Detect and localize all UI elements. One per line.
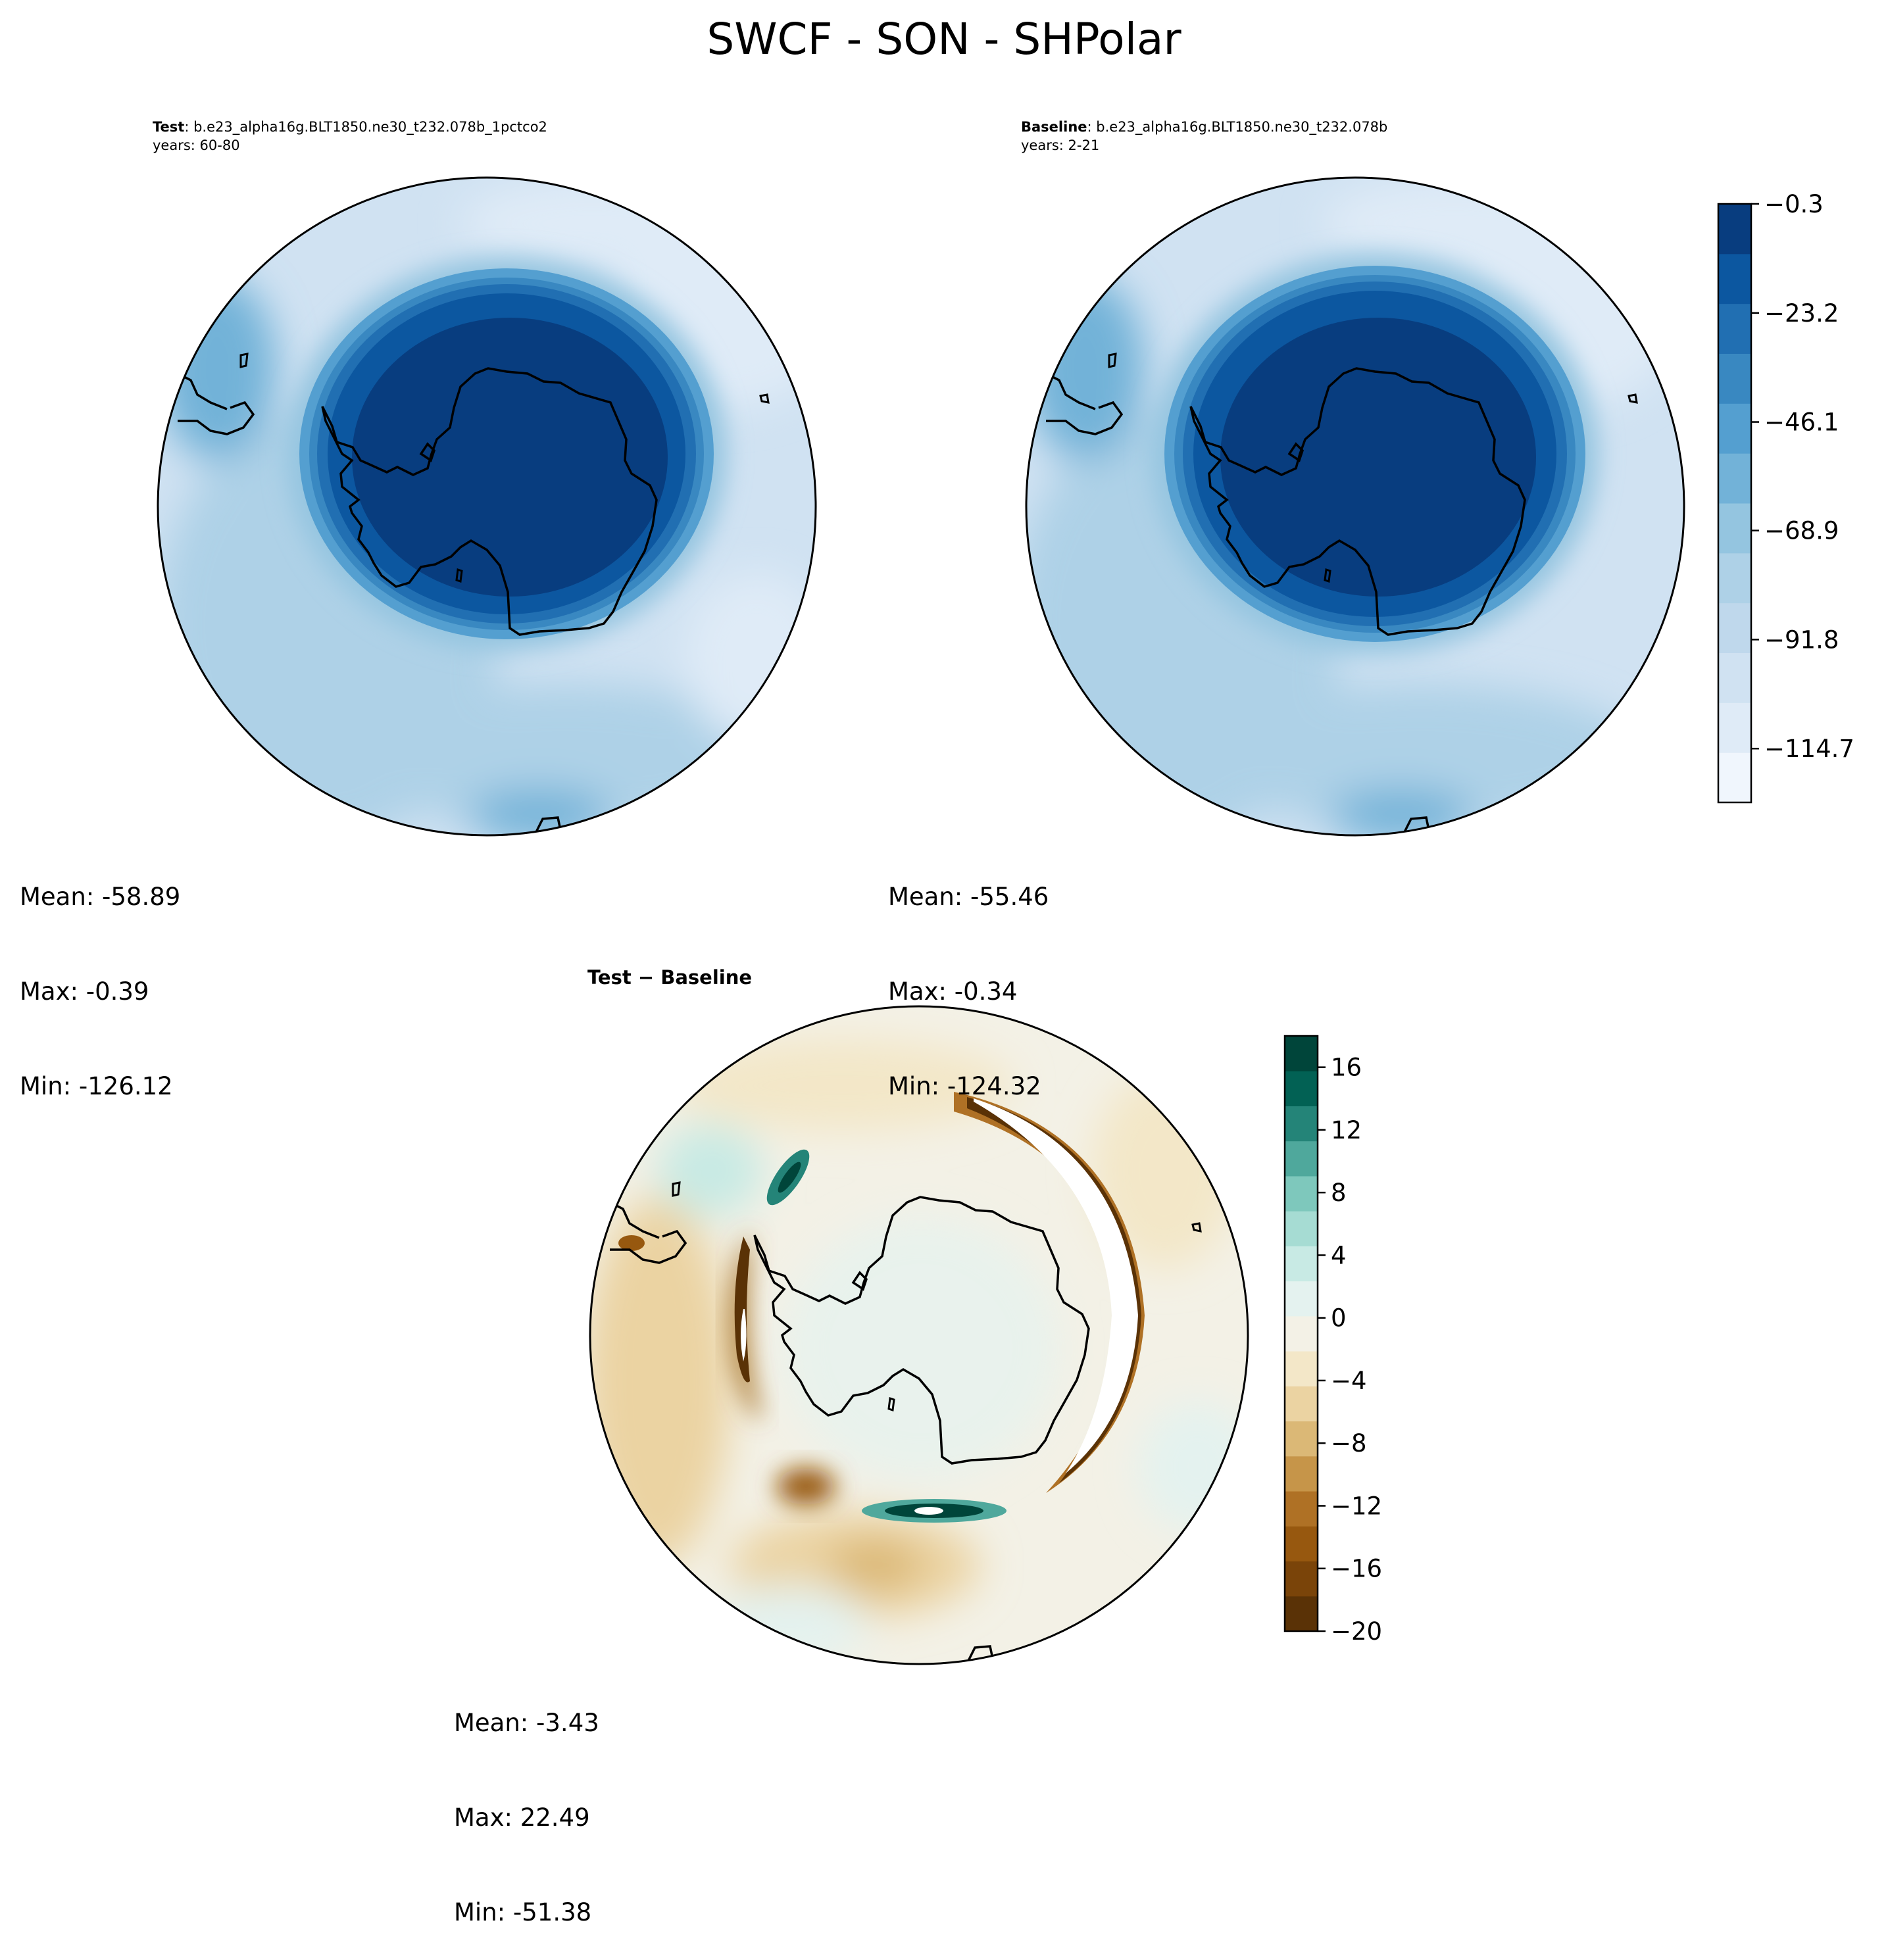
- main-colorbar-tick-label: −0.3: [1764, 190, 1824, 218]
- diff-colorbar-tick-label: 8: [1331, 1179, 1347, 1207]
- main-colorbar-swatch: [1718, 702, 1751, 753]
- test-min: Min: -126.12: [20, 1072, 173, 1100]
- diff-colorbar-swatch: [1285, 1175, 1318, 1212]
- baseline-min: Min: -124.32: [888, 1072, 1041, 1100]
- diff-colorbar-tick-label: 0: [1331, 1304, 1347, 1333]
- baseline-years: years: 2-21: [1021, 137, 1099, 153]
- diff-colorbar-tick-label: 16: [1331, 1054, 1362, 1082]
- test-panel-header: Test: b.e23_alpha16g.BLT1850.ne30_t232.0…: [153, 119, 547, 135]
- diff-colorbar-swatch: [1285, 1036, 1318, 1071]
- diff-colorbar-swatch: [1285, 1351, 1318, 1386]
- diff-colorbar-swatch: [1285, 1071, 1318, 1106]
- diff-colorbar-swatch: [1285, 1456, 1318, 1492]
- main-colorbar-swatch: [1718, 602, 1751, 653]
- diff-colorbar: 16 12 8 4 0 −4 −8 −12 −16 −20: [1283, 1035, 1382, 1646]
- diff-colorbar-tick-label: −12: [1331, 1492, 1382, 1520]
- main-colorbar-tick-label: −114.7: [1764, 735, 1854, 763]
- baseline-label-bold: Baseline: [1021, 119, 1087, 135]
- diff-colorbar-swatch: [1285, 1596, 1318, 1632]
- diff-panel-header: Test − Baseline: [587, 966, 752, 989]
- diff-colorbar-swatch: [1285, 1421, 1318, 1457]
- diff-colorbar-swatch: [1285, 1106, 1318, 1142]
- main-colorbar-swatch: [1718, 652, 1751, 703]
- test-map: [158, 178, 816, 835]
- diff-colorbar-swatch: [1285, 1246, 1318, 1282]
- main-colorbar-swatch: [1718, 204, 1751, 255]
- diff-min: Min: -51.38: [454, 1898, 592, 1926]
- test-panel: Test: b.e23_alpha16g.BLT1850.ne30_t232.0…: [153, 119, 817, 837]
- main-colorbar-swatch: [1718, 353, 1751, 404]
- test-label-case: : b.e23_alpha16g.BLT1850.ne30_t232.078b_…: [184, 119, 547, 135]
- diff-colorbar-tick-label: 4: [1331, 1241, 1347, 1269]
- diff-colorbar-frame: [1283, 1035, 1319, 1632]
- baseline-panel-header: Baseline: b.e23_alpha16g.BLT1850.ne30_t2…: [1021, 119, 1387, 135]
- figure: SWCF - SON - SHPolar Test: b.e23_alpha16…: [153, 14, 1854, 1665]
- baseline-mean: Mean: -55.46: [888, 883, 1049, 911]
- baseline-panel: Baseline: b.e23_alpha16g.BLT1850.ne30_t2…: [1021, 119, 1685, 837]
- test-years: years: 60-80: [153, 137, 240, 153]
- baseline-map: [1026, 178, 1684, 835]
- diff-map: [590, 1006, 1248, 1664]
- diff-colorbar-swatch: [1285, 1491, 1318, 1527]
- baseline-stats: Mean: -55.46 Max: -0.34 Min: -124.32: [888, 818, 1049, 1134]
- diff-colorbar-tick-label: −20: [1331, 1617, 1382, 1646]
- main-colorbar: −0.3 −23.2 −46.1 −68.9 −91.8 −114.7: [1717, 190, 1854, 804]
- main-colorbar-tick-label: −46.1: [1764, 408, 1839, 437]
- test-stats: Mean: -58.89 Max: -0.39 Min: -126.12: [20, 818, 180, 1134]
- main-colorbar-tick-label: −68.9: [1764, 517, 1839, 545]
- main-colorbar-frame: [1717, 203, 1752, 804]
- main-colorbar-swatch: [1718, 552, 1751, 604]
- main-colorbar-swatch: [1718, 752, 1751, 803]
- diff-colorbar-swatch: [1285, 1526, 1318, 1562]
- diff-colorbar-tick-label: −16: [1331, 1555, 1382, 1583]
- diff-stats: Mean: -3.43 Max: 22.49 Min: -51.38: [454, 1644, 599, 1960]
- baseline-max: Max: -0.34: [888, 977, 1018, 1006]
- main-colorbar-tick-label: −23.2: [1764, 299, 1839, 328]
- diff-colorbar-swatch: [1285, 1140, 1318, 1177]
- test-max: Max: -0.39: [20, 977, 149, 1006]
- diff-panel: Test − Baseline: [587, 966, 1249, 1665]
- main-colorbar-tick-label: −91.8: [1764, 625, 1839, 654]
- diff-colorbar-tick-label: 12: [1331, 1116, 1362, 1144]
- diff-colorbar-tick-label: −8: [1331, 1429, 1367, 1458]
- diff-mean: Mean: -3.43: [454, 1709, 599, 1737]
- diff-colorbar-swatch: [1285, 1281, 1318, 1317]
- main-colorbar-swatch: [1718, 403, 1751, 454]
- diff-colorbar-tick-label: −4: [1331, 1367, 1367, 1395]
- diff-colorbar-swatch: [1285, 1386, 1318, 1422]
- diff-colorbar-swatch: [1285, 1211, 1318, 1246]
- main-colorbar-swatch: [1718, 253, 1751, 305]
- baseline-label-case: : b.e23_alpha16g.BLT1850.ne30_t232.078b: [1087, 119, 1388, 135]
- diff-max: Max: 22.49: [454, 1803, 590, 1832]
- test-label-bold: Test: [153, 119, 184, 135]
- test-mean: Mean: -58.89: [20, 883, 181, 911]
- diff-colorbar-swatch: [1285, 1315, 1318, 1352]
- main-colorbar-swatch: [1718, 503, 1751, 554]
- diff-colorbar-swatch: [1285, 1561, 1318, 1597]
- main-colorbar-swatch: [1718, 303, 1751, 354]
- figure-title: SWCF - SON - SHPolar: [707, 14, 1181, 64]
- main-colorbar-swatch: [1718, 453, 1751, 504]
